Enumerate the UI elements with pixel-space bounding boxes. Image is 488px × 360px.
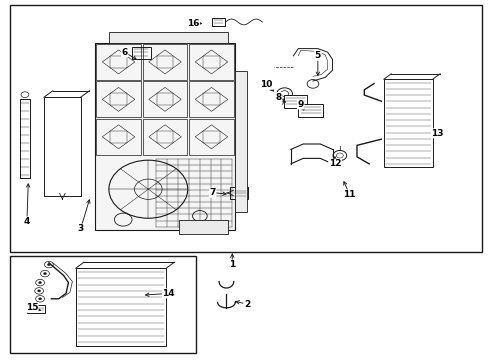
Text: 3: 3 <box>78 224 83 233</box>
Bar <box>132 47 150 59</box>
Text: 14: 14 <box>162 289 175 298</box>
Text: 12: 12 <box>328 159 341 168</box>
Circle shape <box>38 290 41 292</box>
Bar <box>96 44 141 80</box>
Bar <box>110 131 126 143</box>
Bar <box>157 93 173 105</box>
Bar <box>298 104 322 117</box>
Text: 10: 10 <box>260 80 272 89</box>
Text: 5: 5 <box>314 51 320 60</box>
Text: 7: 7 <box>209 188 216 197</box>
Circle shape <box>39 282 41 284</box>
Circle shape <box>47 264 50 266</box>
Text: 1: 1 <box>229 260 235 269</box>
Text: 16: 16 <box>186 19 199 28</box>
Bar <box>142 81 187 117</box>
Bar <box>142 44 187 80</box>
Bar <box>203 93 219 105</box>
Bar <box>96 119 141 155</box>
Bar <box>44 97 81 196</box>
Text: 4: 4 <box>23 217 30 226</box>
Text: 13: 13 <box>430 129 443 138</box>
Text: 8: 8 <box>275 93 281 102</box>
Text: 2: 2 <box>244 300 249 309</box>
Text: 9: 9 <box>297 100 304 109</box>
Bar <box>20 99 30 178</box>
Text: 6: 6 <box>122 48 127 57</box>
Text: 11: 11 <box>343 190 355 199</box>
Bar <box>10 256 195 353</box>
Bar <box>96 81 141 117</box>
Bar <box>211 18 225 26</box>
Bar <box>76 268 166 346</box>
Bar <box>110 56 126 68</box>
Bar <box>109 32 227 43</box>
Bar <box>27 305 45 313</box>
Bar <box>10 5 481 252</box>
Bar <box>110 93 126 105</box>
Bar <box>189 119 233 155</box>
Bar <box>189 44 233 80</box>
Bar <box>95 43 234 230</box>
Bar <box>234 71 246 212</box>
Bar <box>229 187 248 199</box>
Circle shape <box>43 273 46 275</box>
Bar <box>179 220 227 234</box>
Bar <box>383 79 432 167</box>
Bar <box>189 81 233 117</box>
Bar <box>203 131 219 143</box>
Bar <box>203 56 219 68</box>
Bar <box>283 95 306 108</box>
Bar <box>157 131 173 143</box>
Text: 15: 15 <box>25 303 38 312</box>
Bar <box>142 119 187 155</box>
Bar <box>157 56 173 68</box>
Circle shape <box>39 298 41 300</box>
